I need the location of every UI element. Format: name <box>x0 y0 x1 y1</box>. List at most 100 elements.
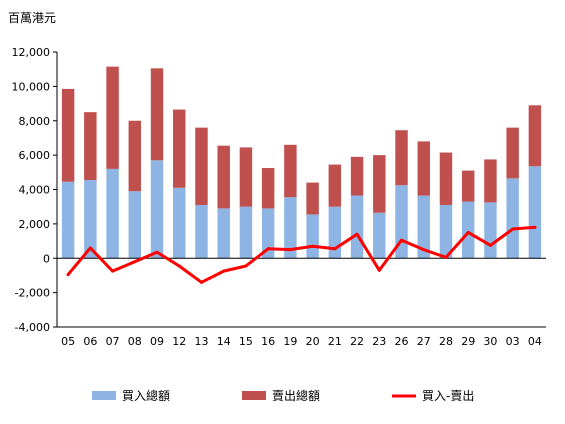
y-tick-label: 10,000 <box>12 80 51 93</box>
net-line <box>66 225 537 284</box>
net-line-point <box>133 260 137 264</box>
bar-sell-total <box>417 141 430 196</box>
net-line-point <box>244 264 248 268</box>
bar-buy-total <box>261 208 275 259</box>
net-line-point <box>444 255 448 259</box>
bar-sell-total <box>306 182 319 215</box>
bar-sell-total <box>195 127 208 205</box>
net-line-point <box>355 232 359 236</box>
x-tick-label: 22 <box>350 335 364 348</box>
bar-sell-total <box>328 164 342 207</box>
bar-sell-total <box>395 130 408 186</box>
bar-sell-total <box>61 88 75 182</box>
net-line-point <box>111 269 115 273</box>
bar-sell-total <box>284 144 297 198</box>
bar-buy-total <box>439 204 453 259</box>
bar-buy-total <box>239 206 253 259</box>
bar-sell-total <box>128 120 142 192</box>
bar-buy-total <box>217 208 230 259</box>
net-line-point <box>88 246 92 250</box>
net-line-point <box>199 280 203 284</box>
net-line-point <box>266 247 270 251</box>
bar-buy-total <box>128 191 142 259</box>
net-line-point <box>533 225 537 229</box>
bar-sell-total <box>150 68 164 161</box>
bar-sell-total <box>173 109 186 188</box>
bar-buy-total <box>528 166 542 259</box>
y-tick-label: 8,000 <box>19 115 51 128</box>
y-tick-label: 6,000 <box>19 149 51 162</box>
bar-sell-total <box>439 152 453 205</box>
net-line-point <box>511 227 515 231</box>
bar-sell-total <box>528 105 542 167</box>
axes <box>56 52 546 328</box>
x-tick-label: 04 <box>528 335 542 348</box>
bar-sell-total <box>373 155 386 213</box>
x-tick-label: 13 <box>194 335 208 348</box>
net-line-point <box>422 248 426 252</box>
bar-buy-total <box>350 195 364 259</box>
bar-sell-total <box>106 66 119 169</box>
net-line-point <box>377 268 381 272</box>
net-line-point <box>311 244 315 248</box>
legend-swatch <box>242 391 266 400</box>
legend-label: 賣出總額 <box>272 388 320 403</box>
net-line-point <box>466 230 470 234</box>
y-axis-unit-label: 百萬港元 <box>8 11 56 25</box>
y-axis: -4,000 -2,000 0 2,000 4,000 6,000 8,000 10,000 1… <box>12 46 57 334</box>
bar-buy-total <box>328 206 342 259</box>
legend: 買入總額 賣出總額 買入-賣出 <box>92 388 474 403</box>
net-line-point <box>288 248 292 252</box>
x-tick-label: 29 <box>461 335 475 348</box>
x-tick-label: 05 <box>61 335 75 348</box>
x-tick-label: 21 <box>328 335 342 348</box>
bar-buy-total <box>373 212 386 259</box>
bar-sell-total <box>461 170 475 202</box>
bar-buy-total <box>284 197 297 259</box>
bar-sell-total <box>239 147 253 207</box>
bar-buy-total <box>484 202 497 259</box>
bar-sell-total <box>84 112 97 181</box>
x-tick-label: 03 <box>506 335 520 348</box>
x-tick-label: 16 <box>261 335 275 348</box>
net-line-point <box>488 243 492 247</box>
bar-buy-total <box>506 178 519 259</box>
bar-buy-total <box>150 160 164 259</box>
y-tick-label: 2,000 <box>19 218 51 231</box>
x-tick-label: 12 <box>172 335 186 348</box>
net-line-point <box>66 273 70 277</box>
x-tick-label: 08 <box>128 335 142 348</box>
bar-buy-total <box>417 195 430 259</box>
x-tick-label: 15 <box>239 335 253 348</box>
legend-swatch <box>92 391 116 400</box>
bar-sell-total <box>261 168 275 209</box>
net-line-point <box>177 264 181 268</box>
x-tick-label: 09 <box>150 335 164 348</box>
y-tick-label: 12,000 <box>12 46 51 59</box>
bar-buy-total <box>461 201 475 259</box>
x-tick-label: 27 <box>417 335 431 348</box>
x-tick-label: 06 <box>83 335 97 348</box>
bar-buy-total <box>195 204 208 259</box>
net-line-point <box>222 269 226 273</box>
x-tick-label: 28 <box>439 335 453 348</box>
x-tick-label: 19 <box>283 335 297 348</box>
x-tick-label: 07 <box>106 335 120 348</box>
bar-buy-total <box>61 181 75 259</box>
x-axis: 05 06 07 08 09 12 13 14 15 16 19 20 21 22 23 26 27 28 29 30… <box>61 335 542 348</box>
bar-sell-total <box>217 145 230 209</box>
bar-sell-total <box>350 156 364 196</box>
x-tick-label: 14 <box>217 335 231 348</box>
net-line-point <box>155 250 159 254</box>
y-tick-label: -4,000 <box>15 321 50 334</box>
net-line-point <box>400 238 404 242</box>
legend-label: 買入總額 <box>122 388 170 403</box>
x-tick-label: 30 <box>483 335 497 348</box>
bar-sell-total <box>506 127 519 179</box>
legend-label: 買入-賣出 <box>422 388 474 403</box>
net-line-point <box>333 247 337 251</box>
bar-sell-total <box>484 159 497 203</box>
bar-buy-total <box>173 187 186 259</box>
x-tick-label: 26 <box>395 335 409 348</box>
